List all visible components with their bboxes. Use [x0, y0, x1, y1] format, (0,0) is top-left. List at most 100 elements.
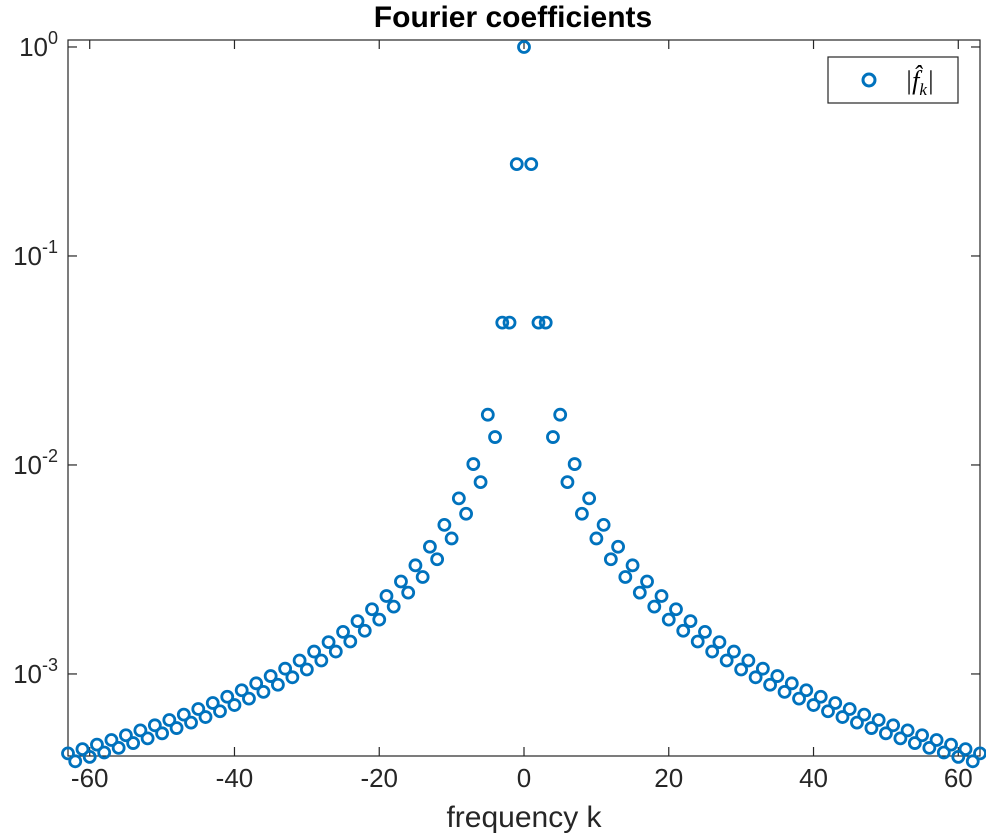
data-point	[879, 726, 893, 741]
data-point	[249, 676, 264, 691]
data-point	[748, 670, 763, 685]
data-point	[792, 691, 806, 706]
x-tick-label: 20	[654, 763, 683, 793]
data-point	[343, 634, 358, 649]
data-point	[314, 653, 329, 668]
data-point	[575, 506, 589, 521]
data-point	[68, 754, 83, 769]
data-point	[401, 585, 416, 600]
data-point	[538, 315, 553, 330]
data-point	[357, 623, 372, 638]
data-point	[292, 653, 307, 668]
data-point	[944, 737, 958, 752]
data-point	[133, 723, 148, 738]
data-point	[198, 710, 213, 724]
data-point	[271, 677, 285, 692]
legend-marker	[861, 72, 877, 88]
data-point	[459, 506, 473, 521]
data-point	[951, 750, 966, 764]
data-point	[531, 315, 546, 330]
x-tick-label: 40	[799, 763, 828, 793]
data-point	[111, 740, 126, 755]
data-point	[119, 728, 133, 743]
data-point	[611, 539, 625, 554]
data-point	[155, 726, 169, 741]
data-point	[640, 574, 654, 589]
data-point	[220, 689, 235, 704]
data-point	[430, 552, 445, 567]
data-point	[835, 710, 850, 724]
data-point	[690, 634, 705, 649]
data-point	[488, 430, 502, 444]
data-point	[213, 704, 227, 719]
data-point	[466, 457, 481, 471]
data-point	[676, 623, 691, 638]
data-point	[140, 731, 155, 746]
data-point	[509, 157, 524, 172]
y-tick-label: 100	[19, 28, 58, 62]
x-tick-label: 0	[517, 763, 531, 793]
data-point	[857, 707, 872, 722]
data-point	[719, 653, 734, 668]
data-point	[806, 698, 821, 712]
data-point	[278, 661, 293, 676]
data-point	[321, 635, 336, 650]
data-point	[618, 570, 633, 584]
data-point	[263, 669, 278, 683]
data-point	[777, 684, 792, 699]
data-point	[893, 731, 908, 746]
data-point	[560, 475, 575, 490]
data-point	[285, 670, 300, 685]
data-point	[755, 661, 770, 676]
data-point	[372, 612, 387, 627]
data-points	[61, 40, 986, 769]
data-point	[842, 702, 857, 716]
data-point	[408, 558, 423, 573]
data-point	[473, 475, 488, 490]
data-point	[97, 745, 112, 760]
data-point	[589, 531, 604, 546]
data-point	[451, 491, 466, 506]
data-point	[871, 713, 886, 727]
data-point	[727, 644, 741, 659]
legend-entry: |f̂k|	[905, 66, 934, 99]
data-point	[546, 430, 560, 444]
data-point	[184, 715, 198, 730]
data-point	[415, 570, 430, 584]
data-point	[669, 602, 683, 617]
data-point	[480, 407, 495, 422]
data-point	[654, 589, 669, 603]
data-point	[603, 552, 618, 567]
data-point	[661, 612, 676, 627]
data-point	[915, 728, 929, 743]
data-point	[104, 733, 119, 747]
data-point	[828, 696, 843, 710]
data-point	[683, 614, 698, 629]
data-point	[350, 614, 365, 629]
plot-area	[67, 39, 981, 757]
data-point	[850, 715, 864, 730]
data-point	[799, 683, 814, 698]
data-point	[82, 750, 97, 764]
data-point	[625, 558, 640, 573]
data-point	[169, 721, 184, 735]
data-point	[299, 662, 314, 677]
x-axis-label: frequency k	[446, 801, 602, 834]
y-tick-label: 10-1	[13, 237, 58, 271]
data-point	[423, 539, 437, 554]
x-tick-labels: -60 -40 -20 0 20 40 60	[71, 763, 973, 793]
data-point	[864, 721, 879, 735]
data-point	[256, 684, 271, 699]
data-point	[191, 702, 206, 716]
y-tick-labels: 10-3 10-2 10-1 100	[13, 28, 58, 689]
data-point	[444, 531, 459, 546]
data-point	[596, 517, 611, 532]
data-point	[524, 157, 539, 172]
data-point	[126, 736, 141, 750]
legend-box	[827, 56, 959, 104]
data-point	[582, 491, 597, 506]
data-point	[900, 723, 915, 738]
data-point	[162, 713, 177, 727]
y-tick-label: 10-3	[13, 655, 58, 689]
data-point	[147, 718, 162, 733]
